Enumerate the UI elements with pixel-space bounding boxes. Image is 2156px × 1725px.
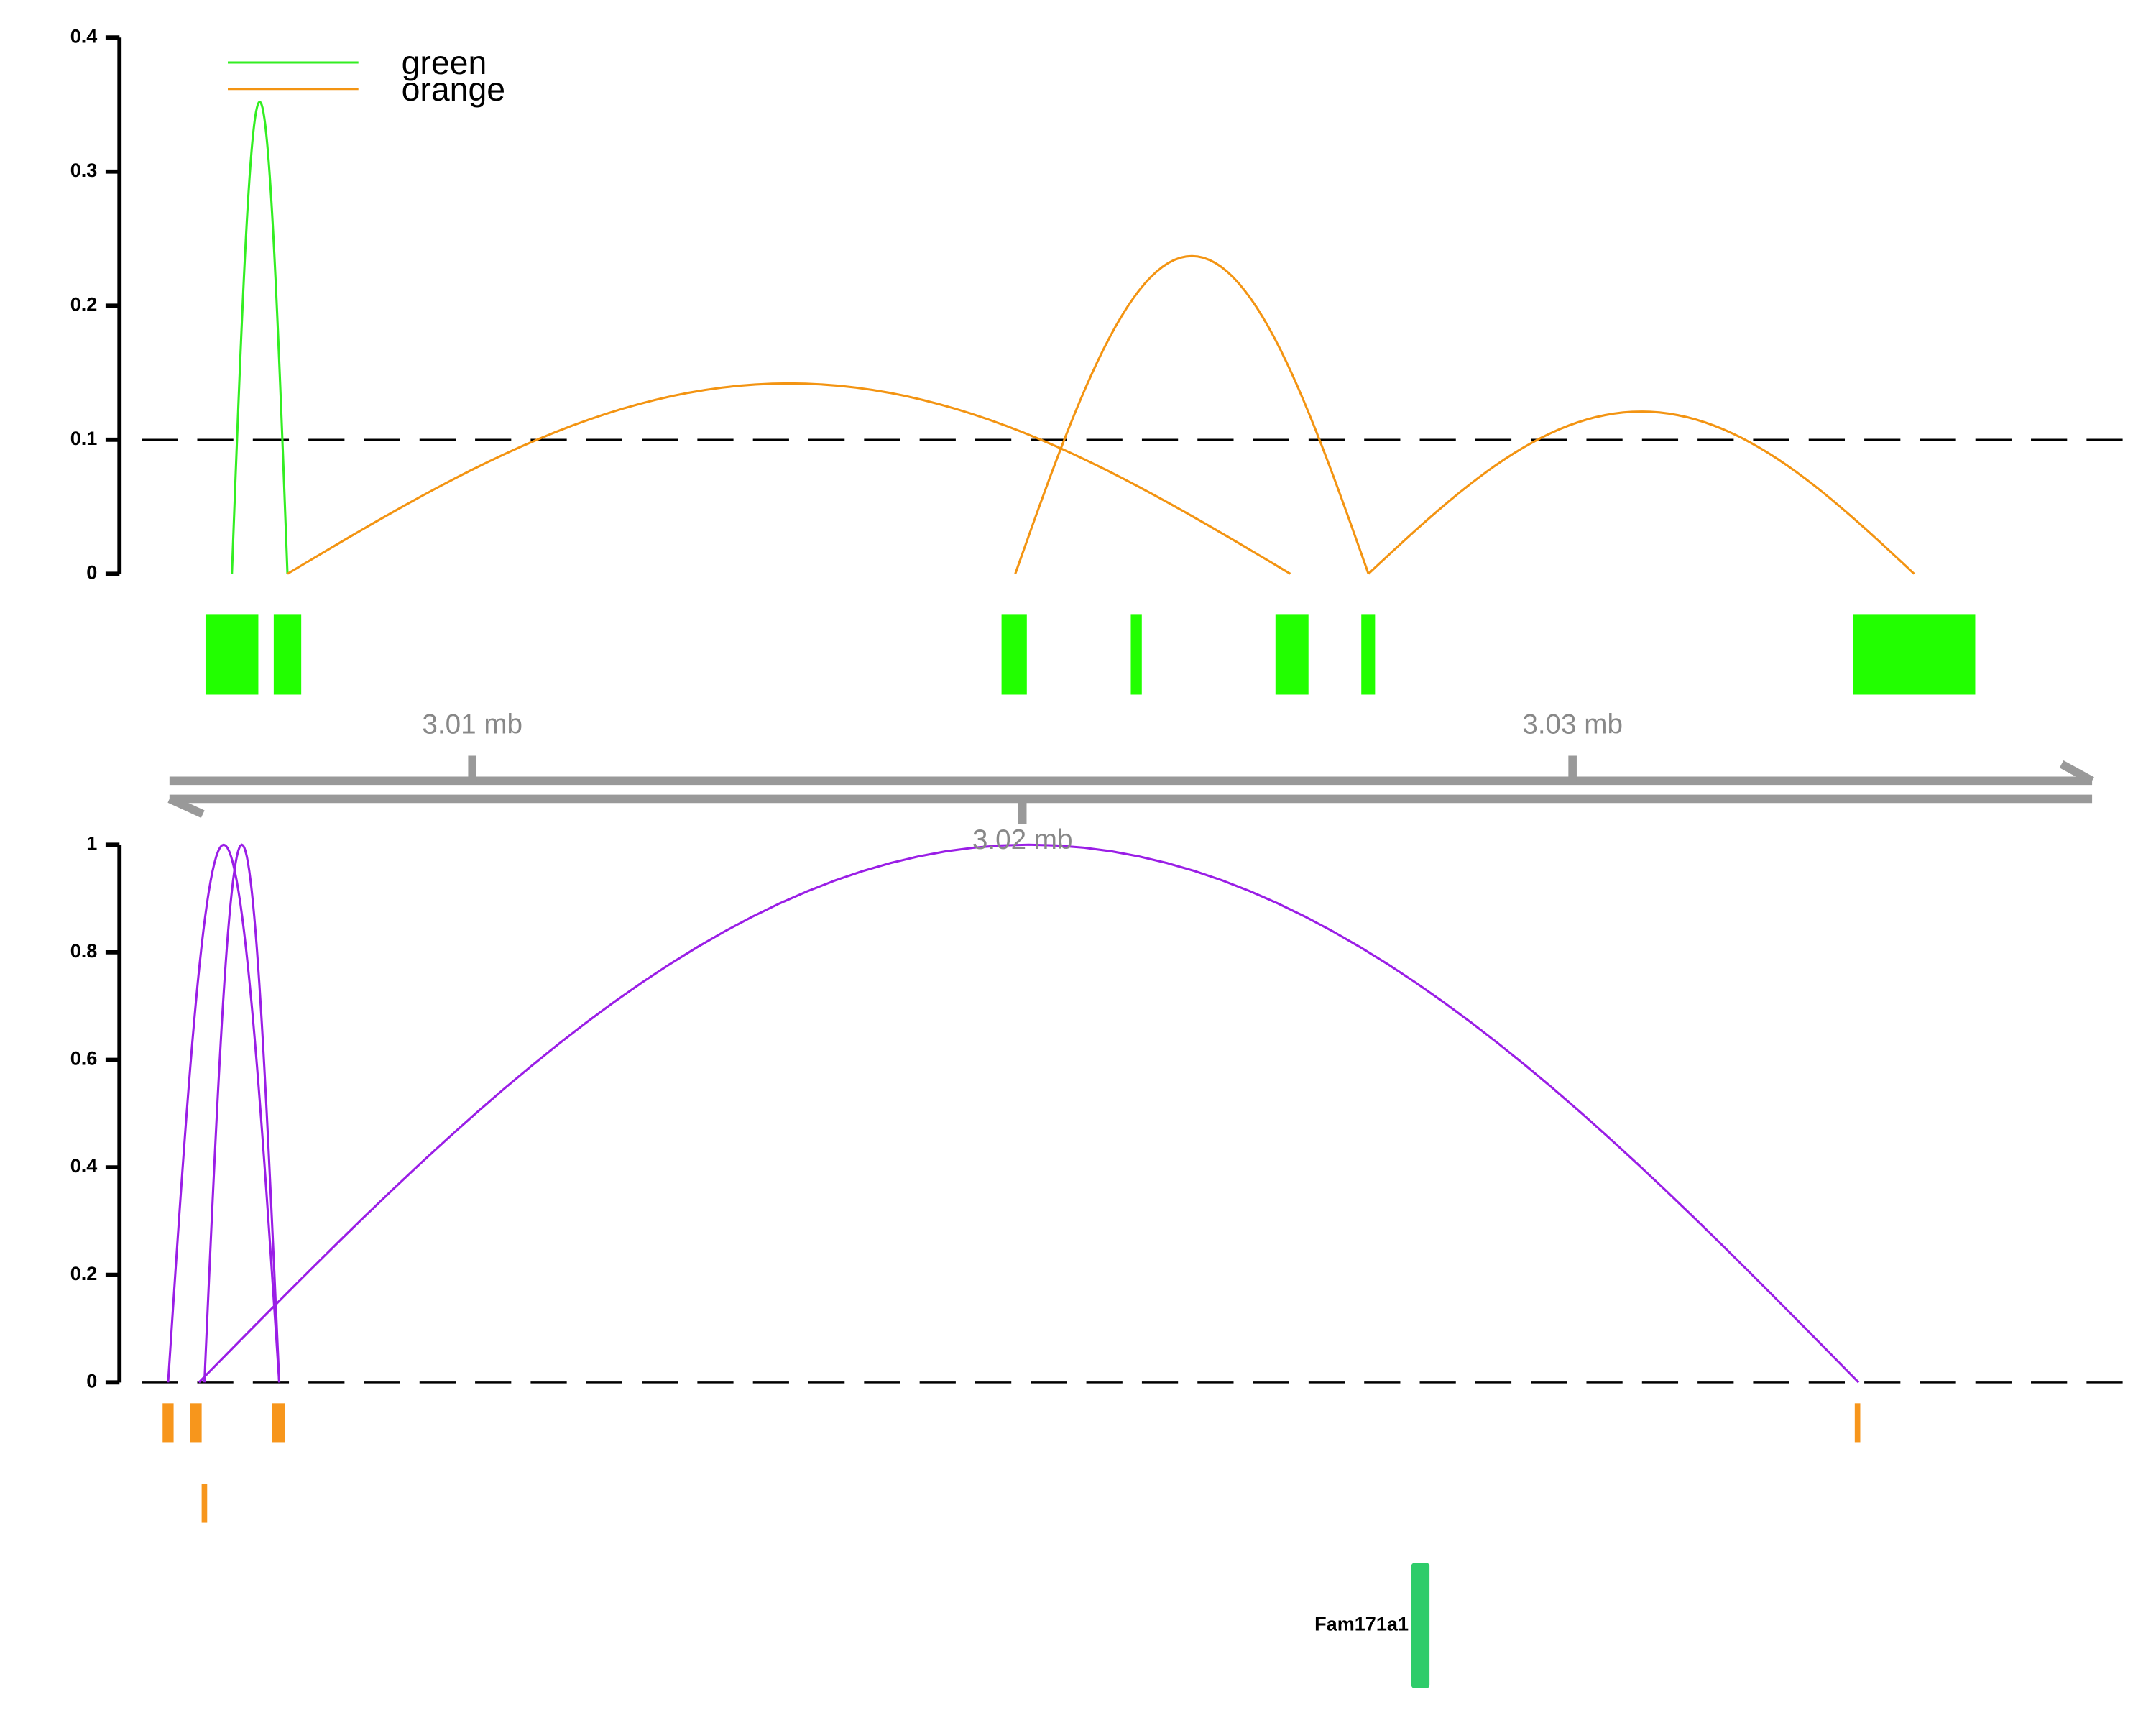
arc [287,382,1291,575]
feature [1275,614,1309,695]
y-tick-label: 0.4 [70,1155,98,1177]
legend-label: green [402,44,487,81]
y-tick-label: 0.3 [70,160,98,181]
legend-label: orange [402,70,505,108]
feature [1001,614,1027,695]
y-tick-label: 0 [86,561,97,583]
gene [1411,1563,1430,1688]
x-tick-label: 3.03 mb [1522,709,1623,740]
y-tick-label: 0.8 [70,940,98,962]
feature [1853,614,1976,695]
feature [1361,614,1376,695]
feature [190,1403,202,1443]
y-tick-label: 0.2 [70,1263,98,1284]
y-tick-label: 0.6 [70,1048,98,1070]
feature [273,614,302,695]
gene-label: Fam171a1 [1314,1614,1409,1635]
axis-arrow [2059,760,2094,785]
x-tick-label: 3.02 mb [972,824,1073,855]
axis-arrow [167,795,205,819]
y-tick-label: 0.1 [70,428,98,449]
arc [1368,410,1915,575]
x-tick-label: 3.01 mb [422,709,522,740]
y-tick-label: 0 [86,1370,97,1392]
arc [231,100,289,574]
arc [203,843,281,1383]
y-tick-label: 0.2 [70,293,98,315]
arc [198,843,1860,1384]
feature [1854,1403,1861,1443]
feature [272,1403,285,1443]
arc [167,843,281,1383]
feature [162,1403,174,1443]
arc [1014,254,1370,574]
y-tick-label: 1 [86,832,97,854]
feature [1130,614,1142,695]
feature [201,1484,208,1523]
feature [205,614,259,695]
y-tick-label: 0.4 [70,25,98,47]
